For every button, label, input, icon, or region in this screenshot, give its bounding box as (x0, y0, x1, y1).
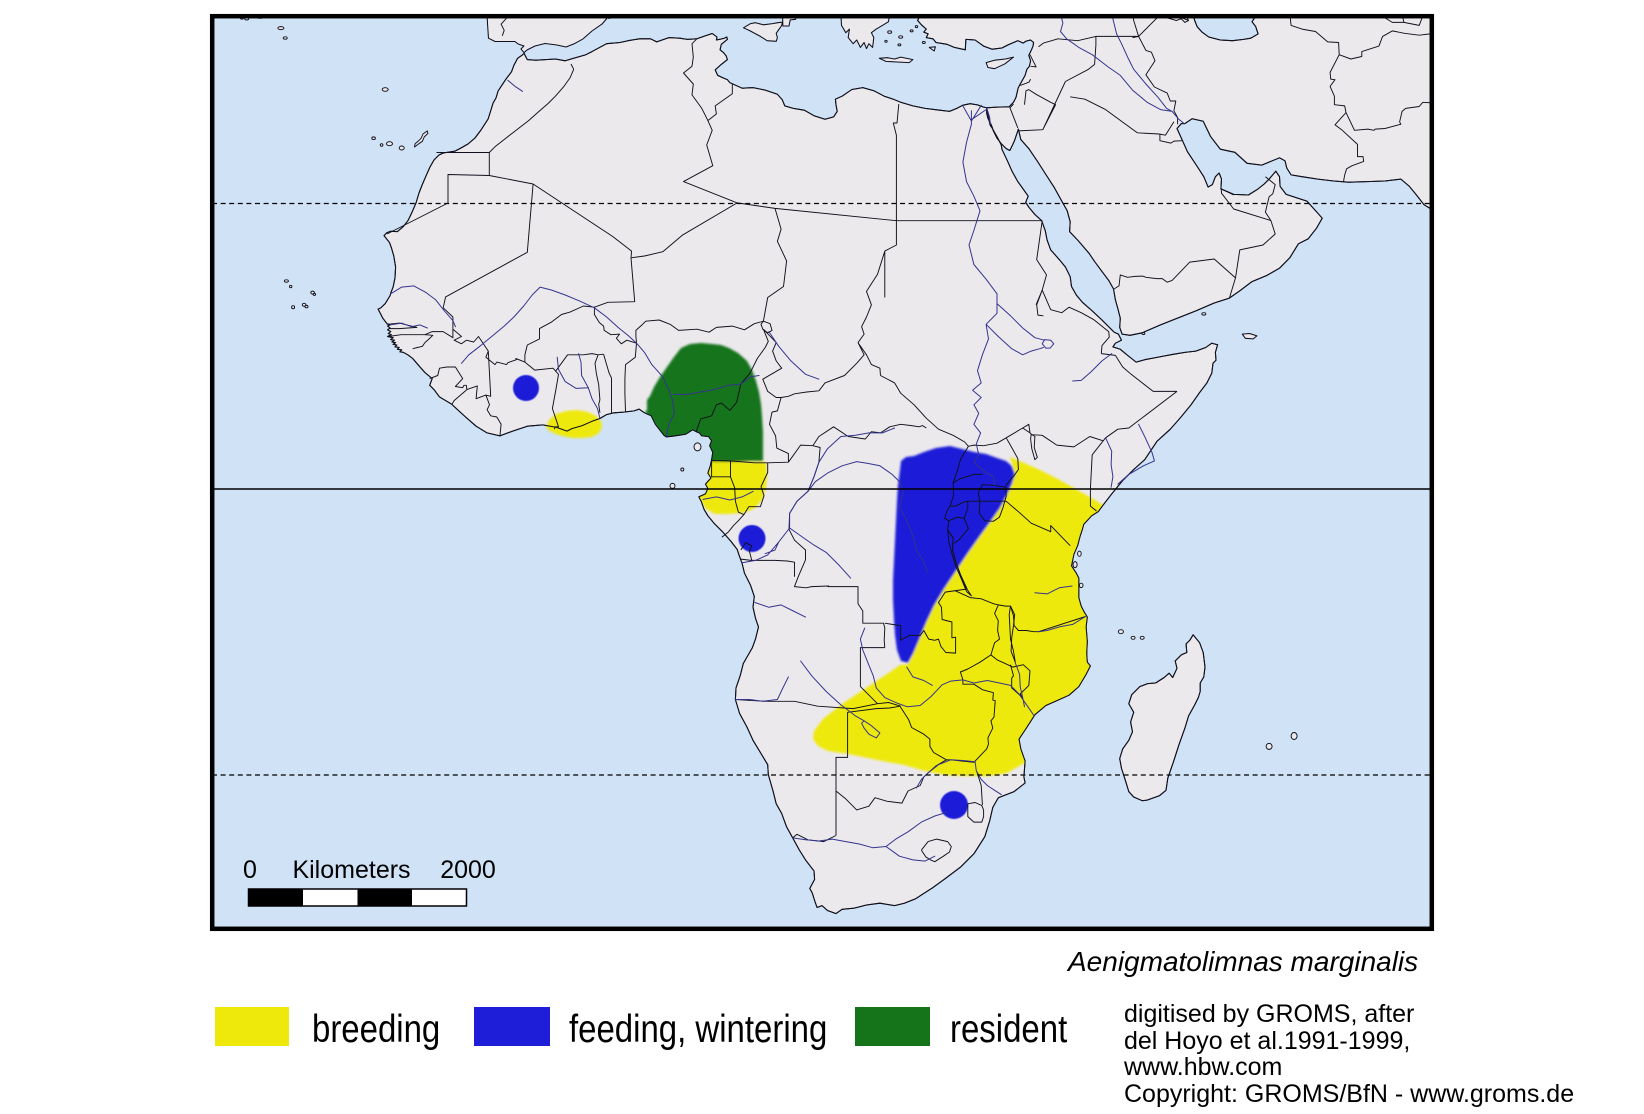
svg-text:Kilometers: Kilometers (292, 856, 410, 884)
svg-text:0: 0 (243, 856, 257, 884)
svg-text:2000: 2000 (440, 856, 496, 884)
